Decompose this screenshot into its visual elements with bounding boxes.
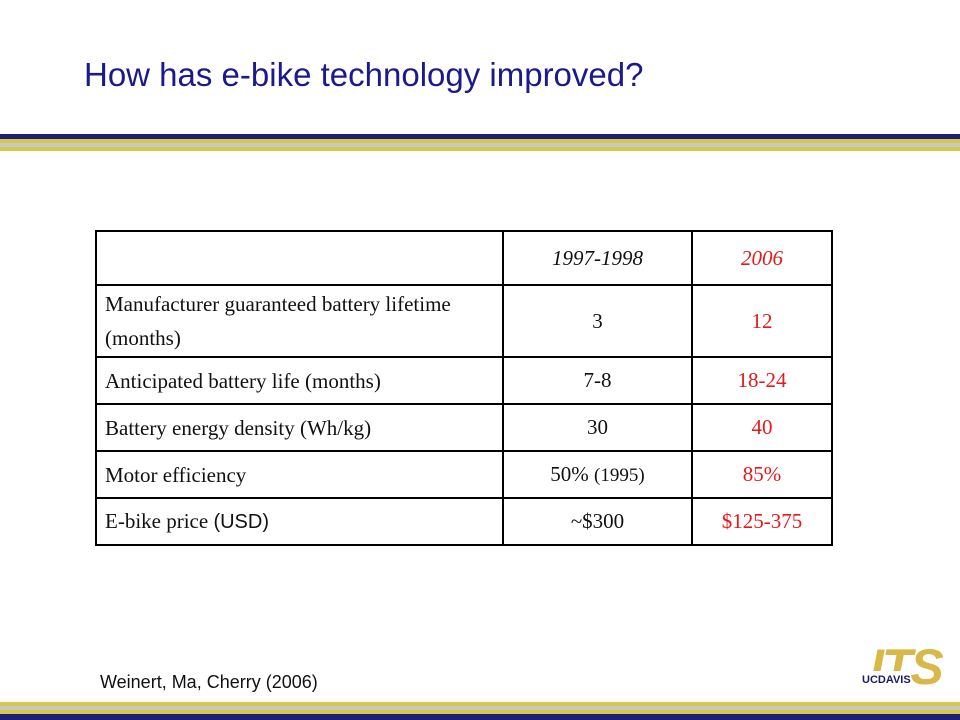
cell-value-2006: $125-375: [691, 497, 833, 546]
year-note: (1995): [594, 465, 645, 486]
cell-value-1997: 7-8: [502, 356, 693, 405]
logo-sub-backdrop: [860, 671, 902, 685]
header-band-gold: [0, 139, 960, 143]
value-text: 50%: [550, 462, 589, 486]
unit-text: (USD): [213, 511, 269, 533]
header-band-navy: [0, 134, 960, 139]
footer-band-gold: [0, 702, 960, 706]
cell-value-2006: 18-24: [691, 356, 833, 405]
row-label-price: E-bike price (USD): [95, 497, 504, 546]
cell-value-2006: 40: [691, 403, 833, 452]
header-cell-2006: 2006: [691, 230, 833, 286]
comparison-table: 1997-1998 2006 Manufacturer guaranteed b…: [95, 230, 833, 546]
logo-uc-text: UCDAVIS: [862, 674, 911, 686]
table-row: Anticipated battery life (months) 7-8 18…: [95, 356, 833, 405]
table-row: E-bike price (USD) ~$300 $125-375: [95, 497, 833, 546]
header-band-gold-2: [0, 147, 960, 151]
cell-value-1997: 50% (1995): [502, 450, 693, 499]
header-empty-cell: [95, 230, 504, 286]
its-ucdavis-logo: ITS UCDAVIS: [860, 640, 945, 695]
logo-davis: DAVIS: [878, 674, 911, 686]
label-text: E-bike price: [105, 509, 209, 533]
footer-band-gray: [0, 706, 960, 710]
citation-text: Weinert, Ma, Cherry (2006): [100, 672, 318, 692]
cell-value-2006: 12: [691, 284, 833, 358]
table-row: Motor efficiency 50% (1995) 85%: [95, 450, 833, 499]
cell-value-2006: 85%: [691, 450, 833, 499]
logo-its-text: ITS: [870, 640, 943, 695]
header-band-gray: [0, 143, 960, 147]
table-row: Battery energy density (Wh/kg) 30 40: [95, 403, 833, 452]
table-header-row: 1997-1998 2006: [95, 230, 833, 286]
footer-band-navy: [0, 714, 960, 720]
cell-value-1997: ~$300: [502, 497, 693, 546]
footer-band-gold-2: [0, 710, 960, 714]
slide-title: How has e-bike technology improved?: [84, 56, 644, 93]
row-label-motor-efficiency: Motor efficiency: [95, 450, 504, 499]
table-row: Manufacturer guaranteed battery lifetime…: [95, 284, 833, 358]
header-cell-1997-1998: 1997-1998: [502, 230, 693, 286]
cell-value-1997: 3: [502, 284, 693, 358]
row-label-guaranteed-lifetime: Manufacturer guaranteed battery lifetime…: [95, 284, 504, 358]
logo-uc: UC: [862, 674, 878, 686]
cell-value-1997: 30: [502, 403, 693, 452]
row-label-energy-density: Battery energy density (Wh/kg): [95, 403, 504, 452]
row-label-anticipated-life: Anticipated battery life (months): [95, 356, 504, 405]
